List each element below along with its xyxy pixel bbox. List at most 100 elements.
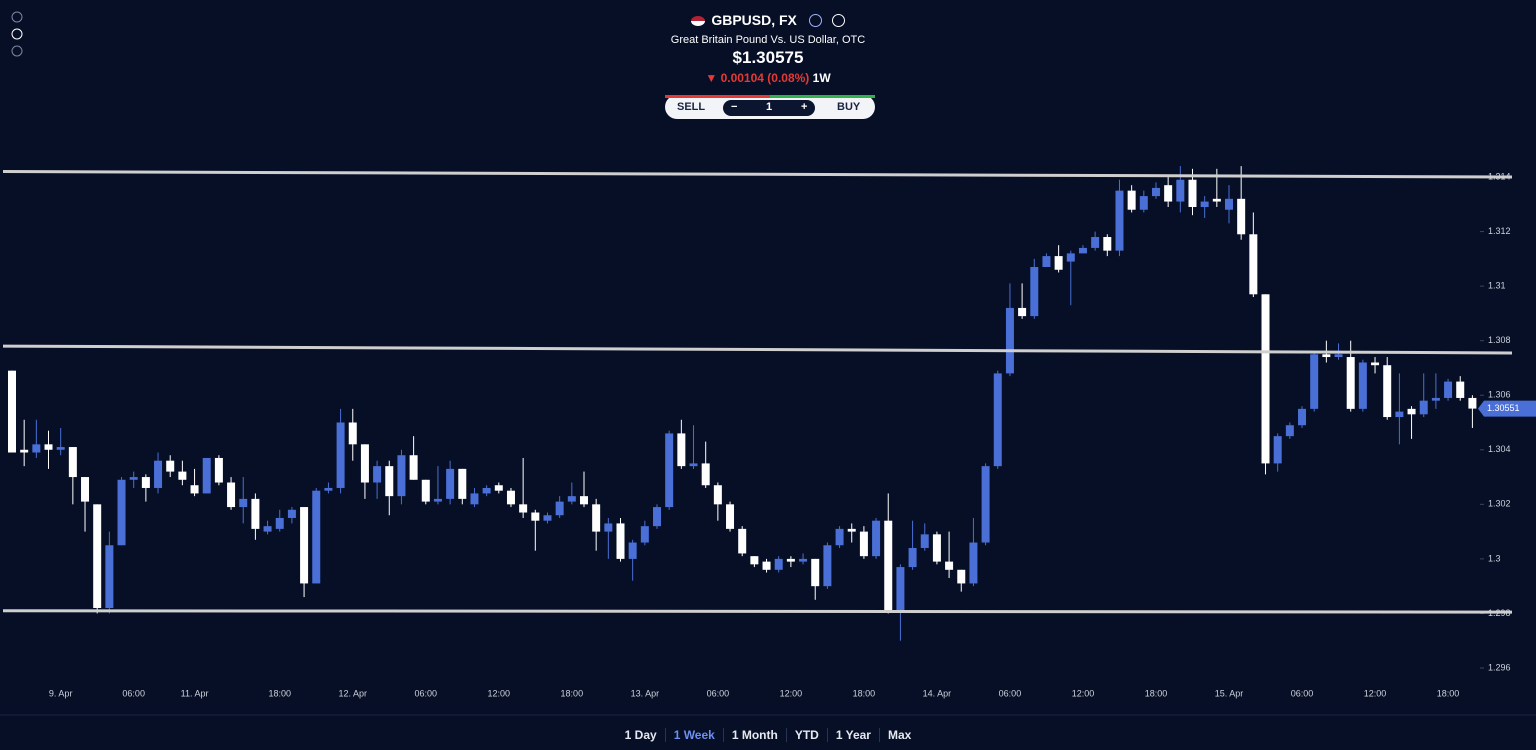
x-tick-label: 12:00 bbox=[1072, 688, 1095, 698]
candle-body bbox=[263, 526, 272, 532]
candle-body bbox=[1249, 234, 1258, 295]
range-bar: 1 Day 1 Week 1 Month YTD 1 Year Max bbox=[0, 728, 1536, 742]
candle-body bbox=[1225, 198, 1233, 210]
candle-body bbox=[494, 485, 503, 491]
candle-body bbox=[1078, 247, 1087, 254]
x-tick-label: 12:00 bbox=[780, 688, 803, 698]
x-tick-label: 12:00 bbox=[1364, 688, 1387, 698]
candle-body bbox=[470, 493, 479, 505]
change-row: ▼ 0.00104 (0.08%) 1W bbox=[568, 71, 968, 85]
candle-body bbox=[105, 545, 114, 608]
range-button[interactable]: 1 Year bbox=[826, 728, 879, 742]
candle-body bbox=[579, 496, 588, 505]
candle-body bbox=[1042, 256, 1051, 268]
candle-body bbox=[93, 504, 102, 608]
candle-body bbox=[1115, 190, 1124, 251]
y-tick-label: 1.296 bbox=[1488, 662, 1511, 672]
x-tick-label: 06:00 bbox=[122, 688, 145, 698]
candle-body bbox=[823, 545, 832, 587]
x-tick-label: 06:00 bbox=[1291, 688, 1314, 698]
candle-body bbox=[616, 523, 625, 559]
last-price-badge bbox=[1478, 400, 1536, 417]
range-button[interactable]: 1 Week bbox=[664, 728, 723, 742]
x-tick-label: 11. Apr bbox=[181, 688, 209, 698]
candle-body bbox=[20, 449, 29, 453]
candle-body bbox=[1444, 381, 1453, 398]
period: 1W bbox=[812, 71, 831, 85]
candle-body bbox=[884, 520, 893, 611]
candle-body bbox=[1212, 198, 1221, 202]
candle-body bbox=[628, 542, 637, 559]
candle-body bbox=[1468, 397, 1477, 409]
candle-body bbox=[1151, 187, 1160, 197]
candle-body bbox=[1273, 436, 1282, 464]
candle-body bbox=[519, 504, 528, 513]
candle-body bbox=[1298, 408, 1307, 426]
plus-button[interactable]: + bbox=[801, 101, 808, 113]
add-icon[interactable] bbox=[831, 14, 845, 27]
candle-body bbox=[129, 477, 138, 480]
y-tick-label: 1.302 bbox=[1488, 499, 1511, 509]
candle-body bbox=[750, 556, 759, 565]
candle-body bbox=[847, 528, 856, 532]
candle-body bbox=[689, 463, 698, 467]
candle-body bbox=[239, 498, 248, 508]
candle-body bbox=[811, 558, 820, 587]
x-tick-label: 14. Apr bbox=[923, 688, 952, 698]
candle-body bbox=[1103, 237, 1112, 251]
quantity[interactable]: 1 bbox=[766, 101, 773, 113]
candle-body bbox=[1285, 425, 1294, 437]
candle-body bbox=[154, 460, 163, 488]
candle-body bbox=[726, 504, 735, 529]
candle-body bbox=[1054, 256, 1063, 270]
icon[interactable] bbox=[11, 11, 23, 23]
candle-body bbox=[56, 447, 65, 450]
sell-button[interactable]: SELL bbox=[677, 101, 706, 113]
candle-body bbox=[1091, 237, 1100, 248]
candle-body bbox=[1419, 400, 1428, 415]
candle-body bbox=[677, 433, 686, 467]
candle-body bbox=[738, 528, 747, 554]
candle-body bbox=[1322, 354, 1331, 358]
candle-body bbox=[178, 471, 187, 480]
candle-body bbox=[1005, 307, 1014, 374]
candle-body bbox=[1431, 397, 1440, 401]
candle-body bbox=[920, 534, 929, 548]
icon[interactable] bbox=[11, 28, 23, 40]
candle-body bbox=[786, 558, 795, 562]
candle-body bbox=[166, 460, 175, 472]
buy-button[interactable]: BUY bbox=[837, 101, 861, 113]
range-button[interactable]: 1 Month bbox=[722, 728, 786, 742]
minus-button[interactable]: − bbox=[731, 101, 738, 113]
x-tick-label: 12. Apr bbox=[338, 688, 367, 698]
candle-body bbox=[555, 501, 564, 516]
candle-body bbox=[896, 567, 905, 611]
candle-body bbox=[141, 477, 150, 488]
candle-body bbox=[68, 447, 77, 478]
icon[interactable] bbox=[11, 45, 23, 57]
y-tick-label: 1.304 bbox=[1488, 444, 1511, 454]
candle-body bbox=[397, 455, 406, 497]
x-tick-label: 18:00 bbox=[853, 688, 876, 698]
candle-body bbox=[604, 523, 613, 532]
search-icon[interactable] bbox=[808, 14, 822, 27]
range-button[interactable]: YTD bbox=[785, 728, 827, 742]
candle-body bbox=[227, 482, 236, 508]
candle-body bbox=[81, 477, 90, 502]
x-tick-label: 06:00 bbox=[999, 688, 1022, 698]
range-button[interactable]: 1 Day bbox=[624, 728, 657, 742]
x-tick-label: 18:00 bbox=[268, 688, 291, 698]
candle-body bbox=[458, 468, 467, 499]
candle-body bbox=[1030, 267, 1039, 317]
x-tick-label: 18:00 bbox=[1145, 688, 1168, 698]
candle-body bbox=[324, 487, 333, 491]
candle-body bbox=[1127, 190, 1136, 210]
candle-body bbox=[1310, 354, 1319, 409]
candle-body bbox=[872, 520, 881, 557]
candle-body bbox=[1066, 253, 1075, 262]
candle-body bbox=[653, 507, 662, 527]
range-button[interactable]: Max bbox=[878, 728, 919, 742]
candle-body bbox=[713, 485, 722, 505]
candle-body bbox=[312, 490, 321, 584]
